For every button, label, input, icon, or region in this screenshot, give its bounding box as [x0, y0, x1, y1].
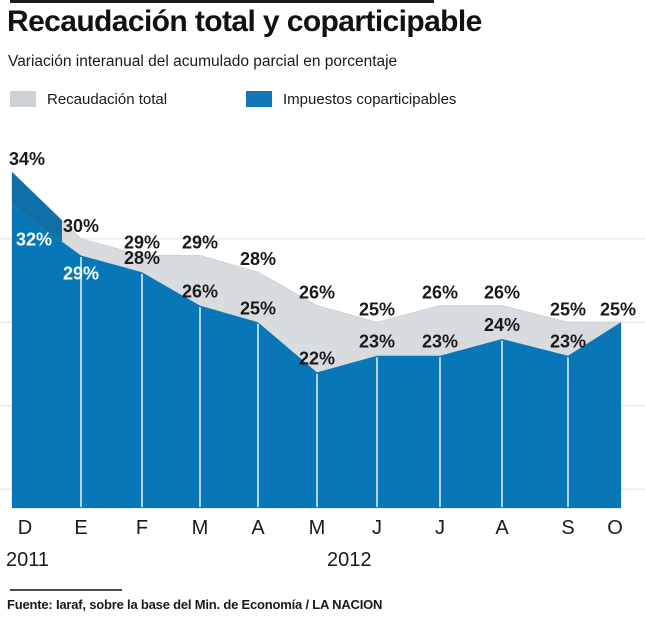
footer-divider	[10, 589, 122, 591]
copart-value-label-0: 32%	[16, 229, 52, 249]
legend-swatch-total	[10, 91, 36, 107]
total-value-label-6: 25%	[359, 299, 395, 319]
copart-value-label-8: 24%	[484, 315, 520, 335]
legend-swatch-copart	[246, 91, 272, 107]
peak-overlap-shade	[12, 172, 62, 242]
x-label-A-4: A	[251, 517, 265, 539]
copart-area	[12, 205, 621, 508]
chart-subtitle: Variación interanual del acumulado parci…	[8, 53, 398, 70]
page-title: Recaudación total y coparticipable	[7, 5, 482, 38]
x-label-O-10: O	[607, 517, 623, 539]
top-border	[10, 0, 434, 3]
copart-value-label-7: 23%	[422, 332, 458, 352]
legend-label-total: Recaudación total	[47, 90, 168, 108]
x-label-M-5: M	[309, 517, 326, 539]
legend-item-total: Recaudación total	[10, 89, 167, 109]
copart-value-label-3: 26%	[182, 282, 218, 302]
legend-label-copart: Impuestos coparticipables	[283, 90, 457, 108]
x-label-A-8: A	[495, 517, 509, 539]
total-value-label-5: 26%	[299, 283, 335, 303]
total-value-label-9: 25%	[550, 299, 586, 319]
copart-value-label-9: 23%	[550, 332, 586, 352]
total-value-label-1: 30%	[63, 216, 99, 236]
year-label-2011: 2011	[6, 549, 49, 571]
year-label-2012: 2012	[327, 549, 372, 571]
copart-value-label-2: 28%	[124, 248, 160, 268]
x-label-F-2: F	[136, 517, 148, 539]
total-value-label-4: 28%	[240, 249, 276, 269]
total-value-label-2: 29%	[124, 233, 160, 253]
source-note: Fuente: Iaraf, sobre la base del Min. de…	[7, 597, 383, 612]
copart-value-label-1: 29%	[63, 264, 99, 284]
total-value-label-10: 25%	[600, 299, 636, 319]
legend-item-copart: Impuestos coparticipables	[246, 89, 456, 109]
total-value-label-3: 29%	[182, 233, 218, 253]
copart-value-label-5: 22%	[299, 348, 335, 368]
x-label-D-0: D	[18, 517, 32, 539]
x-label-S-9: S	[561, 517, 574, 539]
total-value-label-7: 26%	[422, 283, 458, 303]
total-value-label-0: 34%	[9, 149, 45, 169]
x-label-E-1: E	[74, 517, 87, 539]
x-label-J-7: J	[435, 517, 445, 539]
x-label-M-3: M	[192, 517, 209, 539]
copart-value-label-6: 23%	[359, 332, 395, 352]
x-label-J-6: J	[372, 517, 382, 539]
copart-value-label-4: 25%	[240, 298, 276, 318]
total-value-label-8: 26%	[484, 283, 520, 303]
